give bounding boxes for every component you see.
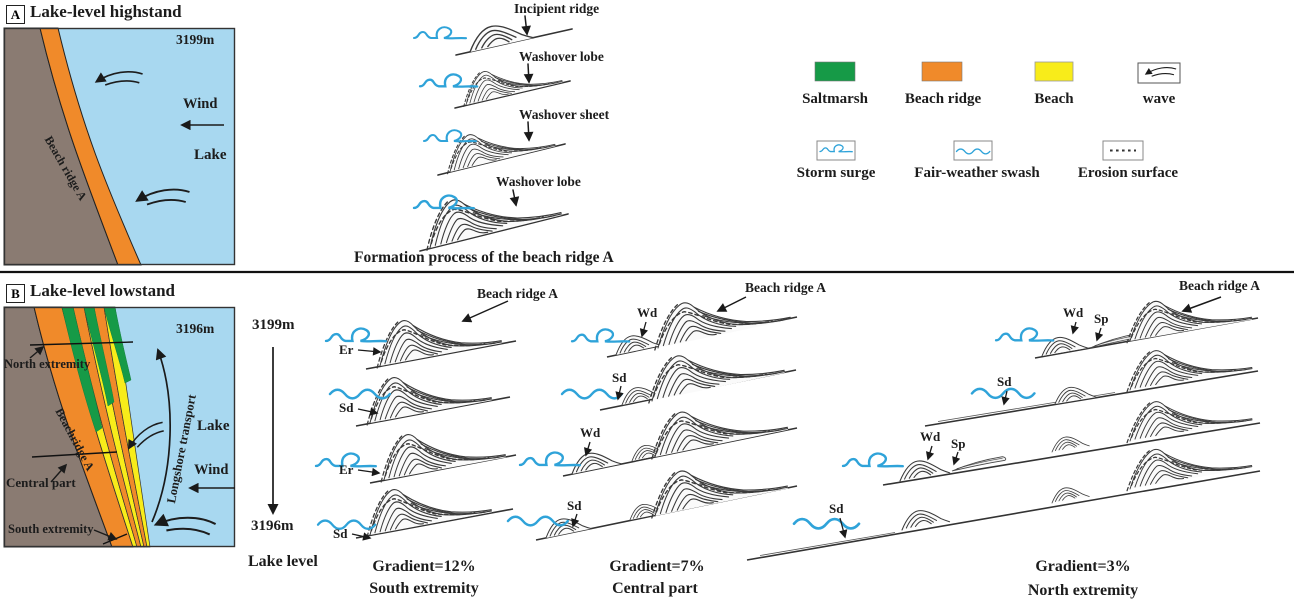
legend-swatch-beach-ridge: [921, 61, 963, 82]
col2-ridge-label: Beach ridge A: [745, 280, 826, 295]
formation-stage-1: [412, 15, 573, 56]
legend-label-erosion-surface: Erosion surface: [1077, 165, 1179, 181]
col3-row3-sp-label: Sp: [951, 436, 966, 451]
formation-stage-2: [418, 54, 571, 109]
axis-top-elevation: 3199m: [252, 317, 295, 333]
storm-surge-icon: [994, 327, 1055, 342]
section-south-extremity: [314, 300, 517, 541]
legend-label-saltmarsh: Saltmarsh: [802, 91, 868, 107]
col2-row1-label: Wd: [637, 305, 658, 320]
col2-row4-label: Sd: [567, 498, 582, 513]
panel-a-tag: A: [6, 5, 25, 24]
fair-weather-swash-legend-icon: [953, 140, 993, 161]
col1-row1-label: Er: [339, 342, 354, 357]
section-north-extremity: [746, 284, 1261, 561]
formation-stage-4: [412, 174, 569, 252]
stage-label-washover-lobe-1: Washover lobe: [519, 49, 604, 64]
col2-location: Central part: [612, 580, 698, 597]
map-b-central-label: Central part: [6, 475, 76, 490]
col3-ridge-label: Beach ridge A: [1179, 278, 1260, 293]
col3-gradient: Gradient=3%: [1035, 558, 1131, 575]
saltmarsh-patch: [103, 306, 132, 384]
storm-surge-icon: [324, 327, 388, 343]
legend-label-wave: wave: [1142, 91, 1176, 107]
stage-label-washover-lobe-2: Washover lobe: [496, 174, 581, 189]
map-b-wind-label: Wind: [194, 462, 229, 478]
col1-row4-label: Sd: [333, 526, 348, 541]
legend-label-beach-ridge: Beach ridge: [904, 91, 982, 107]
central-transect-line: [31, 451, 118, 458]
map-b-south-label: South extremity: [8, 522, 94, 536]
col1-ridge-label: Beach ridge A: [477, 286, 558, 301]
col3-row1-sp-label: Sp: [1094, 311, 1109, 326]
legend-swatch-beach: [1034, 61, 1074, 82]
wave-legend-icon: [1137, 62, 1181, 84]
panel-b-tag: B: [6, 284, 25, 303]
map-a: [3, 27, 236, 266]
formation-stage-3: [422, 114, 566, 176]
fair-weather-swash-icon: [970, 387, 1036, 400]
section-central-part: [506, 281, 798, 541]
storm-surge-icon: [518, 451, 582, 467]
col1-row2-label: Sd: [339, 400, 354, 415]
storm-surge-icon: [841, 452, 905, 468]
map-a-elevation: 3199m: [176, 32, 215, 47]
storm-surge-icon: [418, 73, 479, 88]
stage-label-incipient-ridge: Incipient ridge: [514, 1, 600, 16]
saltmarsh-patch: [61, 306, 103, 433]
map-a-wind-label: Wind: [183, 96, 218, 112]
map-b-lake-label: Lake: [197, 418, 230, 434]
col2-gradient: Gradient=7%: [609, 558, 705, 575]
col1-location: South extremity: [369, 580, 479, 597]
panel-a-title: Lake-level highstand: [30, 2, 182, 21]
col2-row2-label: Sd: [612, 370, 627, 385]
col3-row1-wd-label: Wd: [1063, 305, 1084, 320]
fair-weather-swash-icon: [792, 517, 861, 530]
longshore-transport-arrow: [151, 348, 171, 523]
col3-location: North extremity: [1027, 582, 1139, 599]
map-a-lake-label: Lake: [194, 147, 227, 163]
legend-icons: [814, 61, 1181, 161]
storm-surge-legend-icon: [816, 140, 856, 161]
col3-row4-sd-label: Sd: [829, 501, 844, 516]
legend-swatch-saltmarsh: [814, 61, 856, 82]
fair-weather-swash-icon: [560, 388, 624, 400]
map-b-north-label: North extremity: [4, 357, 91, 371]
panel-b-title: Lake-level lowstand: [30, 281, 175, 300]
stage-label-washover-sheet: Washover sheet: [519, 107, 610, 122]
formation-process-diagrams: [412, 15, 573, 252]
formation-caption: Formation process of the beach ridge A: [354, 249, 614, 266]
col1-row3-label: Er: [339, 462, 354, 477]
saltmarsh-patch: [83, 306, 115, 407]
col3-row2-sd-label: Sd: [997, 374, 1012, 389]
storm-surge-icon: [570, 328, 631, 343]
axis-label: Lake level: [248, 553, 318, 570]
col2-row3-label: Wd: [580, 425, 601, 440]
map-b: [3, 306, 236, 548]
erosion-surface-legend-icon: [1102, 140, 1144, 161]
map-b-elevation: 3196m: [176, 321, 215, 336]
storm-surge-icon: [412, 26, 468, 40]
legend-label-storm-surge: Storm surge: [796, 165, 876, 181]
axis-bottom-elevation: 3196m: [251, 518, 294, 534]
legend-label-fair-weather-swash: Fair-weather swash: [914, 165, 1040, 181]
col3-row3-wd-label: Wd: [920, 429, 941, 444]
legend-label-beach: Beach: [1034, 91, 1074, 107]
north-transect-line: [29, 341, 134, 346]
col1-gradient: Gradient=12%: [372, 558, 476, 575]
